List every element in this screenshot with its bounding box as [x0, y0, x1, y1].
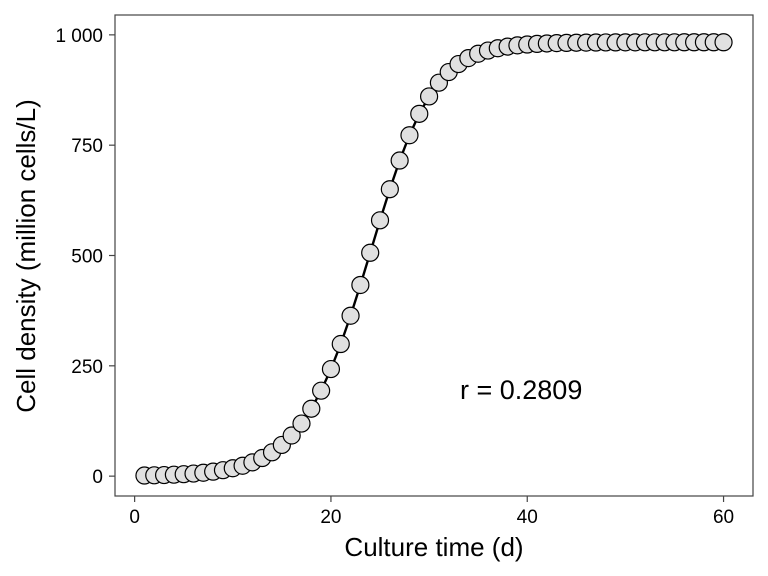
- data-point: [361, 243, 380, 262]
- y-tick-label: 500: [71, 247, 103, 268]
- data-point: [410, 104, 429, 123]
- data-point: [390, 151, 409, 170]
- data-point: [292, 414, 311, 433]
- data-point: [341, 306, 360, 325]
- data-point: [331, 334, 350, 354]
- data-point: [370, 211, 390, 230]
- data-point: [312, 381, 331, 400]
- y-tick-label: 750: [71, 136, 103, 157]
- y-axis-title: Cell density (million cells/L): [11, 99, 41, 413]
- data-point: [419, 87, 439, 106]
- annotation-text: r = 0.2809: [460, 375, 582, 405]
- data-point: [714, 33, 733, 52]
- y-axis: 0 250 500 750 1 000: [55, 26, 115, 488]
- x-tick-label: 20: [320, 507, 341, 528]
- data-point: [351, 275, 370, 295]
- data-point: [380, 180, 399, 199]
- data-point: [282, 426, 301, 445]
- data-point: [302, 399, 321, 418]
- x-tick-label: 0: [129, 507, 140, 528]
- x-axis: 0 20 40 60: [129, 496, 734, 528]
- data-point: [400, 126, 419, 145]
- x-tick-label: 60: [713, 507, 734, 528]
- x-axis-title: Culture time (d): [344, 532, 523, 562]
- data-point: [321, 359, 341, 379]
- y-tick-label: 250: [71, 357, 103, 378]
- x-tick-label: 40: [517, 507, 538, 528]
- data-points: [135, 33, 733, 485]
- y-tick-label: 1 000: [55, 26, 103, 47]
- y-tick-label: 0: [92, 467, 103, 488]
